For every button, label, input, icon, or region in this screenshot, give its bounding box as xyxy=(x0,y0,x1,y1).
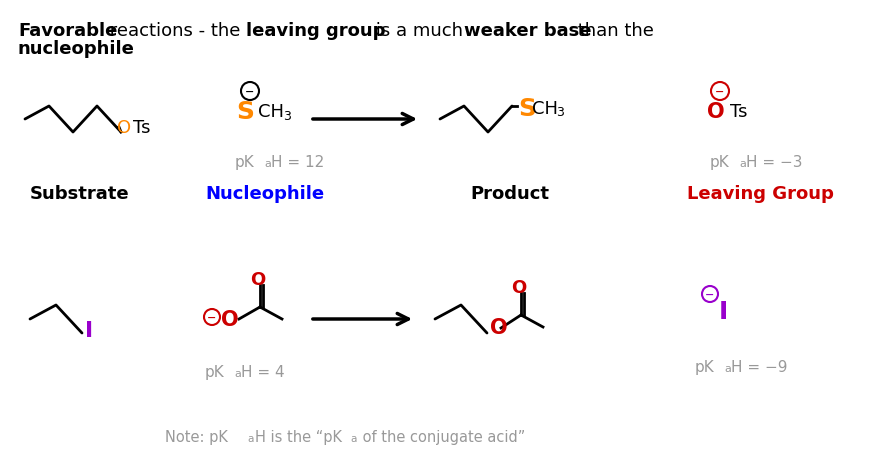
Text: than the: than the xyxy=(571,22,653,40)
Text: O: O xyxy=(489,317,507,337)
Text: pK: pK xyxy=(204,364,225,379)
Text: Leaving Group: Leaving Group xyxy=(686,185,832,202)
Text: nucleophile: nucleophile xyxy=(18,40,135,58)
Text: I: I xyxy=(85,320,93,340)
Text: a: a xyxy=(738,159,745,169)
Text: a: a xyxy=(350,433,356,443)
Text: CH: CH xyxy=(258,103,283,121)
Text: Product: Product xyxy=(470,185,549,202)
Text: pK: pK xyxy=(695,359,714,374)
Text: O: O xyxy=(706,102,724,122)
Text: pK: pK xyxy=(709,155,729,170)
Text: H = 12: H = 12 xyxy=(271,155,324,170)
Text: I: I xyxy=(717,299,727,324)
Text: −: − xyxy=(207,312,217,322)
Text: H is the “pK: H is the “pK xyxy=(254,429,342,444)
Text: −: − xyxy=(704,289,714,299)
Text: a: a xyxy=(234,368,240,378)
Text: H = −9: H = −9 xyxy=(731,359,787,374)
Text: Substrate: Substrate xyxy=(30,185,130,202)
Text: −: − xyxy=(245,87,254,97)
Text: of the conjugate acid”: of the conjugate acid” xyxy=(358,429,524,444)
Text: H = −3: H = −3 xyxy=(745,155,802,170)
Text: a: a xyxy=(246,433,253,443)
Text: 3: 3 xyxy=(282,109,290,122)
Text: 3: 3 xyxy=(555,106,563,119)
Text: O: O xyxy=(117,119,131,136)
Text: H = 4: H = 4 xyxy=(240,364,284,379)
Text: O: O xyxy=(221,309,239,329)
Text: is a much: is a much xyxy=(369,22,468,40)
Text: Ts: Ts xyxy=(132,119,150,136)
Text: leaving group: leaving group xyxy=(246,22,385,40)
Text: Note: pK: Note: pK xyxy=(165,429,228,444)
Text: weaker base: weaker base xyxy=(463,22,591,40)
Text: reactions - the: reactions - the xyxy=(103,22,246,40)
Text: O: O xyxy=(510,278,526,296)
Text: S: S xyxy=(236,100,253,124)
Text: −: − xyxy=(715,87,724,97)
Text: a: a xyxy=(264,159,271,169)
Text: Ts: Ts xyxy=(729,103,746,121)
Text: O: O xyxy=(250,270,266,288)
Text: Favorable: Favorable xyxy=(18,22,118,40)
Text: a: a xyxy=(724,363,730,373)
Text: pK: pK xyxy=(235,155,254,170)
Text: Nucleophile: Nucleophile xyxy=(205,185,324,202)
Text: S: S xyxy=(517,97,535,121)
Text: CH: CH xyxy=(531,100,558,118)
